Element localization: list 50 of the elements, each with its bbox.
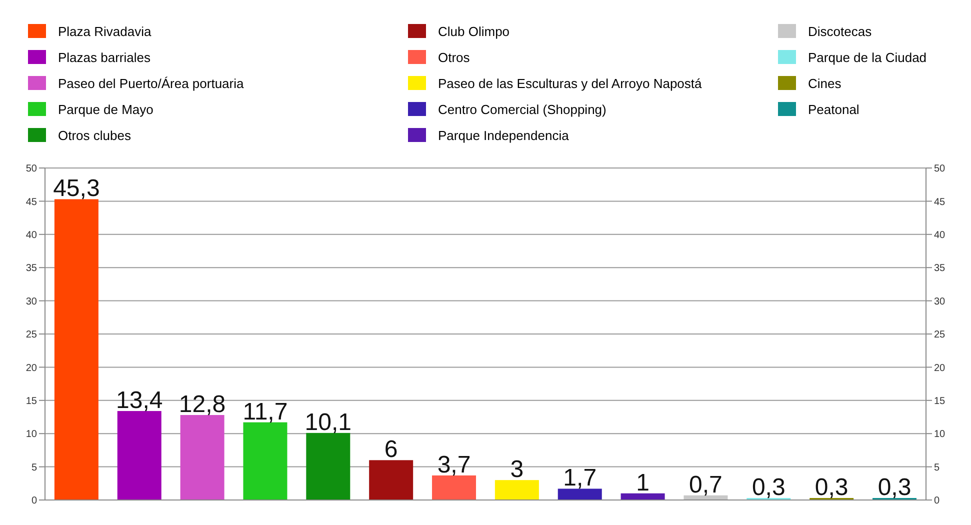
data-label: 3: [510, 456, 524, 484]
data-label: 11,7: [242, 398, 288, 426]
legend-label: Plaza Rivadavia: [58, 24, 152, 38]
y-tick-label: 50: [26, 164, 38, 175]
y2-tick-label: 5: [934, 462, 940, 474]
y2-tick-label: 30: [934, 296, 946, 308]
data-label: 0,3: [814, 474, 848, 502]
legend-label: Parque de la Ciudad: [808, 50, 927, 64]
data-label: 0,3: [878, 474, 912, 502]
y-tick-label: 40: [26, 230, 38, 241]
legend-label: Discotecas: [808, 24, 872, 38]
y-tick-label: 0: [31, 496, 38, 507]
y2-tick-label: 0: [934, 496, 940, 507]
y2-tick-label: 10: [934, 429, 946, 440]
legend-label: Paseo del Puerto/Área portuaria: [58, 76, 244, 90]
legend-label: Club Olimpo: [438, 24, 510, 38]
y2-tick-label: 25: [934, 330, 946, 341]
legend-label: Paseo de las Esculturas y del Arroyo Napostá: [438, 76, 702, 90]
data-label: 45,3: [53, 175, 100, 202]
y-tick-label: 25: [26, 330, 38, 341]
y2-tick-label: 40: [934, 230, 946, 241]
legend-label: Centro Comercial (Shopping): [438, 102, 606, 116]
legend-label: Peatonal: [808, 102, 860, 116]
y2-tick-label: 20: [934, 362, 946, 374]
y-tick-label: 10: [26, 429, 38, 440]
y2-tick-label: 50: [934, 164, 946, 175]
legend-label: Cines: [808, 76, 842, 90]
legend-label: Parque Independencia: [438, 128, 569, 142]
y2-tick-label: 15: [934, 396, 946, 407]
data-label: 1,7: [563, 464, 597, 492]
legend-label: Otros: [438, 50, 470, 64]
data-label: 3,7: [437, 451, 471, 478]
y-tick-label: 45: [26, 196, 38, 208]
y-tick-label: 30: [26, 296, 38, 308]
y-tick-label: 35: [26, 263, 38, 274]
data-label: 1: [636, 469, 650, 496]
legend-label: Otros clubes: [58, 128, 131, 142]
legend-label: Plazas barriales: [58, 50, 150, 64]
legend-label: Parque de Mayo: [58, 102, 154, 116]
y2-tick-label: 45: [934, 196, 946, 208]
data-label: 10,1: [304, 408, 352, 436]
y-tick-label: 15: [26, 396, 38, 407]
data-label: 0,7: [689, 471, 722, 498]
data-label: 12,8: [178, 391, 226, 418]
data-label: 6: [384, 436, 398, 464]
y2-tick-label: 35: [934, 263, 946, 274]
y-tick-label: 20: [26, 362, 38, 374]
data-label: 0,3: [752, 474, 786, 502]
data-label: 13,4: [116, 387, 163, 414]
y-tick-label: 5: [31, 462, 38, 474]
